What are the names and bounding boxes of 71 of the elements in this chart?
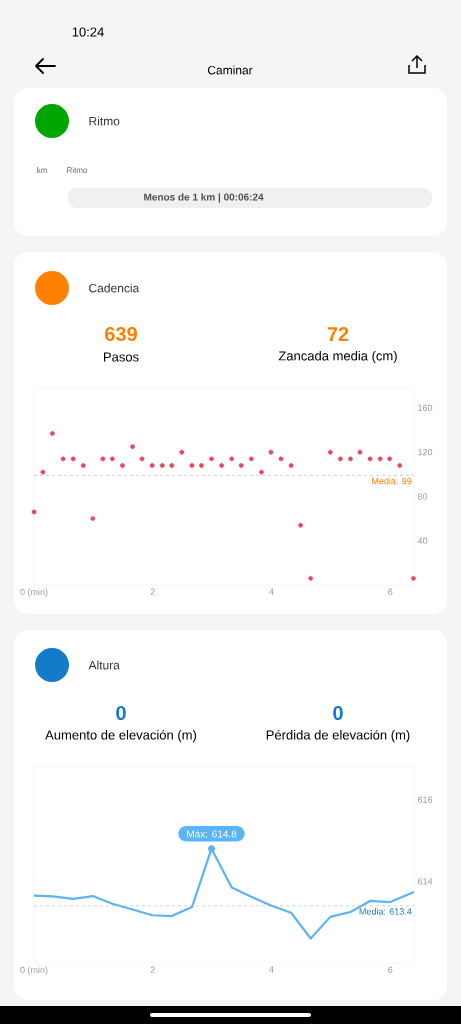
point [248,456,254,462]
x-tick-label: 0 (min) [20,966,48,975]
point [278,456,284,462]
text: km [37,167,47,173]
point [259,469,264,475]
point [209,456,214,462]
x-tick-label: 2 [150,966,155,973]
point [149,463,155,468]
text: 10:24 [72,27,104,37]
point [298,522,303,528]
text: 0 [333,705,343,721]
point [377,456,383,462]
point [397,463,403,468]
text: 0 [116,705,126,721]
point [159,463,165,468]
text: Zancada media (cm) [278,350,397,364]
chart-title: Altura [88,660,120,670]
point [199,463,204,468]
text: Aumento de elevación (m) [45,729,197,743]
point [130,444,135,450]
y-tick-label: 80 [417,493,428,500]
y-tick-label: 120 [418,449,433,456]
y-tick-label: 160 [418,404,433,412]
x-tick-label: 6 [388,966,393,973]
ref-line-label: Media: 613.4 [359,908,412,915]
text: 639 [105,326,137,342]
text: 72 [327,327,349,341]
point [189,463,195,468]
text: Ritmo [67,167,88,173]
text: Ritmo [89,116,120,126]
point [90,516,96,521]
point [367,456,373,462]
chart-title: Cadencia [89,283,140,293]
text: Caminar [207,65,253,75]
y-tick-label: 40 [417,537,428,544]
x-tick-label: 0 (min) [20,588,48,597]
text: Menos de 1 km | 00:06:24 [144,193,264,203]
x-tick-label: 6 [388,588,393,595]
point [179,449,185,455]
point [139,456,145,462]
text: Pérdida de elevación (m) [266,729,410,743]
point [229,456,235,462]
x-tick-label: 4 [269,966,274,973]
point [327,449,333,455]
point [357,449,363,455]
point [411,575,416,581]
point [80,463,86,468]
point [288,463,294,468]
point [268,449,274,455]
x-tick-label: 4 [269,588,274,595]
y-tick-label: 614 [417,878,433,885]
x-tick-label: 2 [150,588,155,595]
point [219,463,225,468]
point [50,430,55,436]
point [238,463,244,468]
point [348,456,353,462]
point [337,456,343,462]
ref-line-label: Media: 99 [372,477,412,485]
point [60,456,66,462]
y-tick-label: 616 [417,796,433,803]
annotation: Máx: 614.8 [187,830,237,838]
point [31,509,37,515]
point [40,469,46,475]
point [109,456,115,462]
text: Pasos [104,352,139,362]
point [169,463,175,468]
point [120,463,125,468]
point [308,575,314,581]
point [70,456,76,462]
point [387,456,393,462]
point [100,456,106,462]
